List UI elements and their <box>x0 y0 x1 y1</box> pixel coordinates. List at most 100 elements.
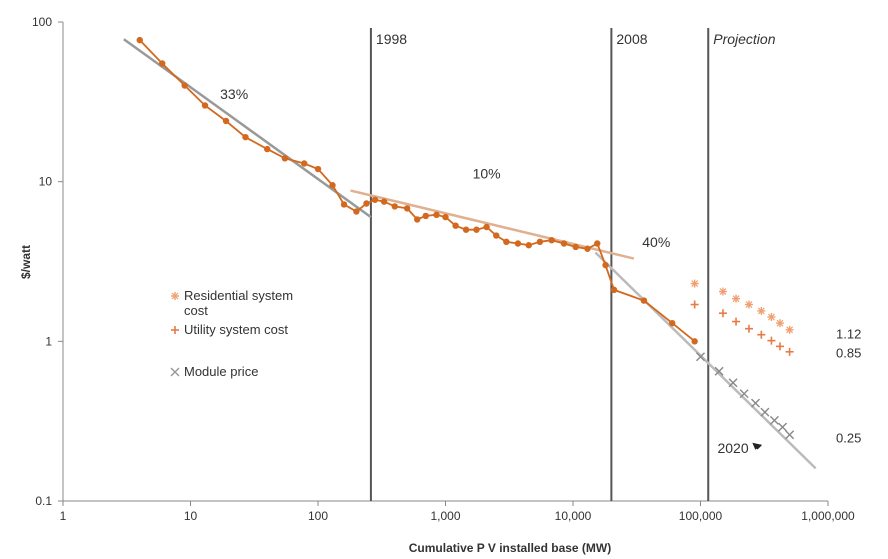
data-point-stroke <box>757 307 765 315</box>
annotation-label: 40% <box>642 234 670 250</box>
data-point <box>728 378 738 388</box>
data-point <box>690 279 699 288</box>
trend-line <box>123 38 372 219</box>
data-point <box>503 238 510 246</box>
data-point-dot <box>371 196 379 203</box>
data-point <box>714 366 724 376</box>
data-point-stroke <box>171 292 179 300</box>
y-tick-label: 1 <box>45 334 52 348</box>
data-point-dot <box>525 242 532 249</box>
data-point-stroke <box>786 326 794 334</box>
data-point-dot <box>473 226 480 233</box>
data-point-stroke <box>769 415 779 425</box>
data-point <box>371 196 379 203</box>
annotations: 33% 10% 40% 2020 1.12 0.85 0.25 <box>220 86 861 456</box>
data-point <box>340 201 348 208</box>
data-point-stroke <box>768 313 775 321</box>
data-point-dot <box>691 338 698 345</box>
data-point <box>696 352 705 362</box>
data-point-dot <box>422 212 429 220</box>
data-point <box>403 205 411 212</box>
data-point <box>171 292 179 300</box>
data-point-stroke <box>760 407 770 417</box>
data-point-dot <box>433 211 440 219</box>
data-point <box>452 222 459 229</box>
data-point <box>281 155 289 162</box>
data-point <box>201 102 209 109</box>
data-point-dot <box>136 36 143 44</box>
data-point-dot <box>329 182 336 189</box>
data-point <box>584 245 591 252</box>
data-point <box>442 213 449 221</box>
data-point-dot <box>380 198 388 205</box>
data-point-dot <box>301 160 308 167</box>
data-point <box>462 226 470 233</box>
data-point <box>483 223 490 231</box>
data-point-dot <box>363 200 370 207</box>
data-point-dot <box>462 226 470 233</box>
trend-lines <box>123 38 817 470</box>
year-dividers: 1998 2008 Projection <box>369 28 776 501</box>
divider-label: 2008 <box>616 31 647 47</box>
data-point-stroke <box>778 422 788 432</box>
trend-line <box>594 251 817 470</box>
data-point-dot <box>602 261 609 269</box>
series-projection-residential-system-cost <box>690 279 794 334</box>
data-point-dot <box>222 117 230 125</box>
data-point <box>391 203 398 210</box>
y-tick-label: 10 <box>39 175 53 189</box>
data-point-dot <box>560 240 568 247</box>
data-point <box>242 133 249 141</box>
data-point-dot <box>281 155 289 162</box>
data-point-dot <box>452 222 459 229</box>
data-point <box>536 238 544 246</box>
data-point <box>669 319 676 327</box>
data-point-dot <box>594 240 601 247</box>
data-point-dot <box>584 245 591 252</box>
arrow-line <box>756 444 762 450</box>
data-point <box>171 326 179 334</box>
legend-entry-label: Residential system <box>184 288 293 303</box>
y-tick-label: 0.1 <box>35 494 52 508</box>
data-point <box>493 232 500 239</box>
series-historical-module-price <box>136 36 698 345</box>
data-point-stroke <box>739 389 749 399</box>
data-point <box>785 325 794 334</box>
data-point <box>775 342 784 351</box>
axes: 1 10 100 1,000 10,000 100,000 1,000,000 0.1 1 10 1… <box>32 15 855 523</box>
data-point <box>514 240 522 247</box>
legend-entry-label: Utility system cost <box>184 322 288 337</box>
data-point-dot <box>610 286 618 294</box>
legend-entry-label: cost <box>184 303 208 318</box>
x-tick-label: 1,000 <box>430 509 460 523</box>
data-point-stroke <box>714 366 724 376</box>
data-point <box>732 294 741 303</box>
data-point <box>525 242 532 249</box>
data-point-dot <box>572 243 579 251</box>
data-point-stroke <box>732 295 740 303</box>
data-point <box>301 160 308 167</box>
annotation-label: 2020 <box>717 440 748 456</box>
data-point-dot <box>442 213 449 221</box>
data-point-dot <box>548 236 555 244</box>
data-point <box>691 338 698 345</box>
end-value-label: 0.85 <box>836 346 861 361</box>
data-point-dot <box>669 319 676 327</box>
data-point-dot <box>503 238 510 246</box>
data-point <box>264 145 271 153</box>
data-point <box>775 319 784 328</box>
data-point <box>602 261 609 269</box>
data-point-dot <box>640 297 648 304</box>
data-point <box>159 60 166 67</box>
data-point <box>785 430 795 440</box>
data-point <box>572 243 579 251</box>
data-point-stroke <box>785 430 795 440</box>
data-point <box>594 240 601 247</box>
data-point <box>718 309 727 318</box>
data-point <box>767 336 776 345</box>
series-projection-module-price <box>696 352 795 440</box>
data-point <box>769 415 779 425</box>
data-point <box>744 300 753 309</box>
data-point <box>739 389 749 399</box>
